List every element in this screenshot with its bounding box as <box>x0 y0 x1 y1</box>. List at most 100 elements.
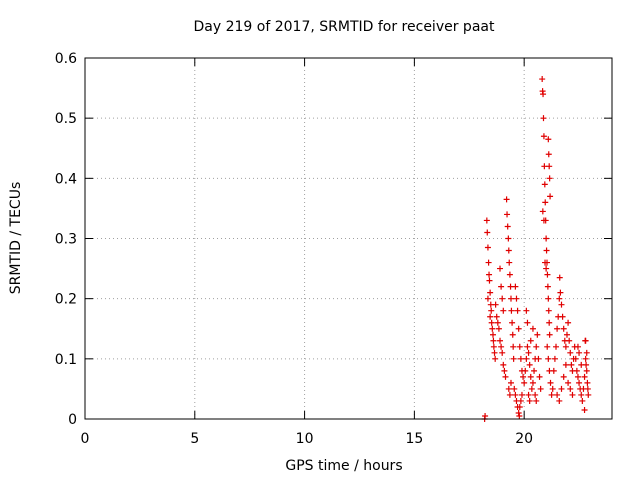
data-point <box>541 181 548 188</box>
data-point <box>540 217 547 224</box>
data-point <box>524 343 531 350</box>
data-point <box>544 283 551 290</box>
data-point <box>563 331 570 338</box>
data-point <box>529 325 536 332</box>
data-point <box>545 307 552 314</box>
data-point <box>549 385 556 392</box>
data-point <box>484 244 491 251</box>
data-point <box>486 277 493 284</box>
data-point <box>488 307 495 314</box>
data-point <box>533 343 540 350</box>
y-tick-label: 0.5 <box>55 111 77 127</box>
data-point <box>499 295 506 302</box>
data-point <box>534 331 541 338</box>
data-point <box>583 349 590 356</box>
data-point <box>554 391 561 398</box>
data-point <box>513 295 520 302</box>
data-point <box>512 391 519 398</box>
data-points <box>481 76 592 422</box>
data-point <box>495 325 502 332</box>
data-point <box>542 259 549 266</box>
data-point <box>544 271 551 278</box>
data-point <box>505 385 512 392</box>
data-point <box>578 391 585 398</box>
data-point <box>546 175 553 182</box>
data-point <box>527 337 534 344</box>
data-point <box>531 367 538 374</box>
data-point <box>523 307 530 314</box>
data-point <box>510 343 517 350</box>
plot-frame <box>84 57 613 420</box>
data-point <box>525 391 532 398</box>
data-point <box>525 349 532 356</box>
y-tick-label: 0.3 <box>55 232 77 248</box>
data-point <box>568 361 575 368</box>
data-point <box>576 379 583 386</box>
data-point <box>489 325 496 332</box>
data-point <box>482 412 489 419</box>
y-axis-label: SRMTID / TECUs <box>8 182 24 295</box>
data-point <box>506 391 513 398</box>
data-point <box>492 355 499 362</box>
data-point <box>540 133 547 140</box>
data-point <box>569 391 576 398</box>
x-tick-label: 0 <box>81 431 90 447</box>
y-tick-label: 0.1 <box>55 352 77 368</box>
data-point <box>515 409 522 416</box>
data-point <box>556 274 563 281</box>
y-tick-label: 0.6 <box>55 51 77 67</box>
data-point <box>517 397 524 404</box>
data-point <box>560 325 567 332</box>
data-point <box>500 361 507 368</box>
data-point <box>543 247 550 254</box>
data-point <box>522 367 529 374</box>
data-point <box>504 211 511 218</box>
data-point <box>585 391 592 398</box>
data-point <box>572 355 579 362</box>
data-point <box>567 349 574 356</box>
data-point <box>567 385 574 392</box>
data-point <box>546 163 553 170</box>
data-point <box>565 319 572 326</box>
axis-ticks: 0 0.1 0.2 0.3 0.4 0.5 0.6 0 5 10 15 20 <box>55 51 612 447</box>
data-point <box>497 265 504 272</box>
data-point <box>524 319 531 326</box>
data-point <box>493 313 500 320</box>
data-point <box>545 355 552 362</box>
data-point <box>502 373 509 380</box>
data-point <box>559 313 566 320</box>
data-point <box>506 259 513 266</box>
data-point <box>500 307 507 314</box>
data-point <box>545 295 552 302</box>
data-point <box>497 337 504 344</box>
data-point <box>483 217 490 224</box>
data-point <box>486 271 493 278</box>
data-point <box>528 385 535 392</box>
data-point <box>490 337 497 344</box>
x-tick-label: 5 <box>190 431 199 447</box>
data-point <box>535 355 542 362</box>
data-point <box>547 379 554 386</box>
data-point <box>539 76 546 83</box>
data-point <box>509 331 516 338</box>
y-tick-label: 0 <box>68 412 77 428</box>
data-point <box>533 397 540 404</box>
data-point <box>518 391 525 398</box>
data-point <box>565 379 572 386</box>
grid-lines <box>85 58 612 419</box>
data-point <box>505 235 512 242</box>
data-point <box>484 295 491 302</box>
data-point <box>487 313 494 320</box>
x-tick-label: 10 <box>296 431 314 447</box>
data-point <box>550 367 557 374</box>
data-point <box>507 379 514 386</box>
data-point <box>574 373 581 380</box>
data-point <box>498 283 505 290</box>
data-point <box>560 373 567 380</box>
data-point <box>510 355 517 362</box>
data-point <box>508 307 515 314</box>
data-point <box>536 373 543 380</box>
y-tick-label: 0.4 <box>55 171 77 187</box>
data-point <box>546 331 553 338</box>
